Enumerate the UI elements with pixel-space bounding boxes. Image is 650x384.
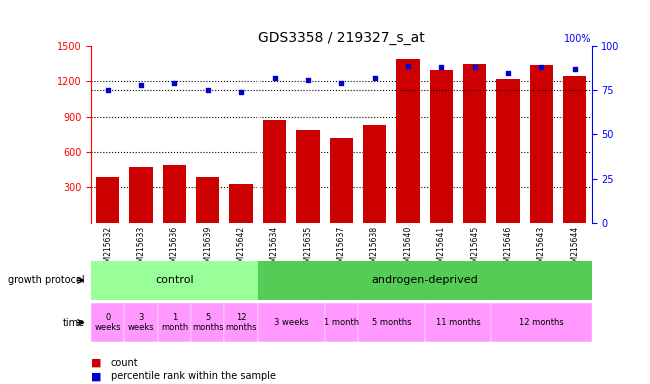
- Text: ■: ■: [91, 371, 101, 381]
- Text: ■: ■: [91, 358, 101, 368]
- Bar: [96, 177, 120, 223]
- Bar: [158, 303, 191, 342]
- Point: [103, 87, 113, 93]
- Point: [536, 64, 547, 70]
- Text: time: time: [62, 318, 84, 328]
- Bar: [129, 167, 153, 223]
- Text: 1
month: 1 month: [161, 313, 188, 332]
- Point: [436, 64, 447, 70]
- Bar: [91, 303, 124, 342]
- Bar: [263, 120, 286, 223]
- Point: [303, 76, 313, 83]
- Text: 12
months: 12 months: [226, 313, 257, 332]
- Text: control: control: [155, 275, 194, 285]
- Bar: [258, 261, 592, 300]
- Point: [369, 75, 380, 81]
- Text: growth protocol: growth protocol: [8, 275, 84, 285]
- Bar: [324, 303, 358, 342]
- Point: [503, 70, 514, 76]
- Bar: [396, 59, 420, 223]
- Text: 3
weeks: 3 weeks: [128, 313, 154, 332]
- Bar: [296, 130, 320, 223]
- Point: [236, 89, 246, 95]
- Bar: [530, 65, 553, 223]
- Text: 12 months: 12 months: [519, 318, 564, 327]
- Bar: [229, 184, 253, 223]
- Bar: [162, 165, 186, 223]
- Point: [169, 80, 179, 86]
- Text: 11 months: 11 months: [436, 318, 480, 327]
- Point: [136, 82, 146, 88]
- Text: 100%: 100%: [564, 34, 592, 44]
- Bar: [196, 177, 220, 223]
- Bar: [424, 303, 491, 342]
- Bar: [563, 76, 586, 223]
- Text: percentile rank within the sample: percentile rank within the sample: [111, 371, 276, 381]
- Point: [403, 63, 413, 69]
- Bar: [491, 303, 592, 342]
- Point: [336, 80, 346, 86]
- Text: 0
weeks: 0 weeks: [94, 313, 121, 332]
- Point: [203, 87, 213, 93]
- Text: 1 month: 1 month: [324, 318, 359, 327]
- Title: GDS3358 / 219327_s_at: GDS3358 / 219327_s_at: [258, 31, 424, 45]
- Point: [469, 64, 480, 70]
- Text: 5 months: 5 months: [372, 318, 411, 327]
- Bar: [91, 261, 258, 300]
- Text: 5
months: 5 months: [192, 313, 224, 332]
- Point: [569, 66, 580, 72]
- Bar: [430, 70, 453, 223]
- Text: count: count: [111, 358, 138, 368]
- Bar: [463, 64, 486, 223]
- Point: [269, 75, 280, 81]
- Bar: [363, 125, 386, 223]
- Text: 3 weeks: 3 weeks: [274, 318, 309, 327]
- Bar: [258, 303, 324, 342]
- Bar: [191, 303, 224, 342]
- Text: androgen-deprived: androgen-deprived: [371, 275, 478, 285]
- Bar: [330, 138, 353, 223]
- Bar: [224, 303, 258, 342]
- Bar: [124, 303, 158, 342]
- Bar: [358, 303, 424, 342]
- Bar: [497, 79, 520, 223]
